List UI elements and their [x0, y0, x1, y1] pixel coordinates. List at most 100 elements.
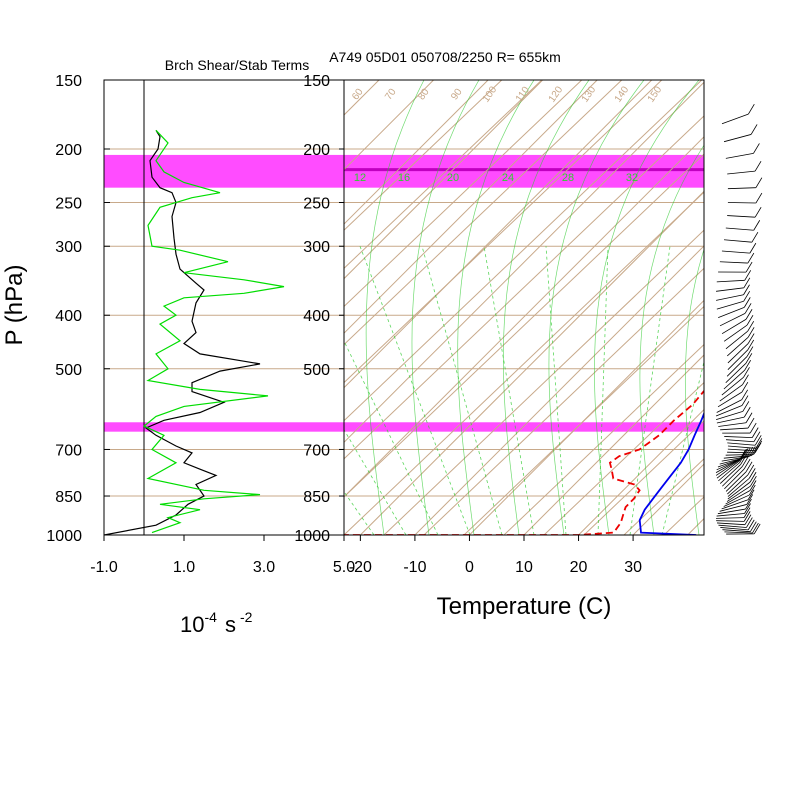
skewt-ytick-label-150: 150	[303, 73, 330, 90]
left-ytick-label-300: 300	[55, 239, 82, 256]
wind-barb	[716, 287, 744, 292]
skewt-ytick-label-1000: 1000	[294, 528, 330, 545]
wind-barb-flag	[754, 206, 762, 218]
wind-barb	[725, 490, 751, 505]
dry-adiabat	[423, 267, 704, 535]
wind-barb	[716, 522, 745, 526]
skewt-xtick-label: 30	[624, 559, 642, 576]
dry-adiabat	[623, 458, 704, 535]
isotherm	[360, 190, 704, 535]
wind-barb	[719, 464, 741, 484]
isotherm-label-90: 90	[449, 86, 465, 102]
skewt-xtick-label: 20	[570, 559, 588, 576]
moist-adiabat	[411, 80, 480, 535]
wind-barb-flag	[738, 450, 746, 462]
wind-barb-flag	[754, 442, 762, 454]
wind-barb-flag	[746, 494, 754, 505]
wind-barb-flag	[747, 327, 755, 338]
dry-adiabat	[344, 80, 543, 270]
wind-barb	[716, 410, 744, 420]
wind-barb-flag	[753, 220, 761, 231]
wind-barb-flag	[746, 314, 754, 326]
wind-barb	[723, 494, 750, 507]
wind-barb-flag	[745, 261, 753, 273]
wind-barb-flag	[747, 339, 755, 351]
wind-barb	[727, 451, 756, 454]
skewt-ytick-label-200: 200	[303, 142, 330, 159]
isotherm	[742, 80, 800, 535]
wind-barb-flag	[744, 303, 752, 314]
left-highlight-band-1	[104, 422, 344, 432]
isotherm	[469, 299, 704, 535]
wind-barb	[724, 436, 753, 439]
left-panel-title: Brch Shear/Stab Terms	[165, 57, 309, 73]
dry-adiabat	[344, 80, 663, 384]
moist-adiabat	[548, 80, 645, 535]
left-xtick-label: -1.0	[90, 559, 118, 576]
wind-barb	[726, 485, 751, 502]
wind-barbs	[715, 103, 763, 535]
wind-barb-flag	[745, 353, 753, 364]
wind-barb	[715, 459, 740, 476]
moist-adiabat	[639, 144, 704, 535]
skewt-xtick-label: -10	[403, 559, 426, 576]
skewt-ytick-label-700: 700	[303, 442, 330, 459]
dry-adiabat	[344, 80, 703, 422]
wind-barb-flag	[743, 277, 751, 289]
wind-barb-flag	[753, 431, 761, 442]
wind-barb	[720, 427, 749, 431]
wind-barb	[716, 300, 744, 310]
wind-barb-flag	[747, 417, 755, 429]
wind-barb	[727, 474, 749, 495]
isotherm	[344, 81, 704, 443]
wind-barb	[725, 363, 747, 384]
wind-barb-flag	[747, 519, 755, 531]
mixing-ratio-label-20: 20	[447, 172, 459, 184]
skewt-xtick-label: 0	[465, 559, 474, 576]
wind-barb	[727, 170, 756, 175]
wind-barb-flag	[749, 242, 757, 254]
wind-barb-flag	[754, 435, 762, 446]
isotherm-label-100: 100	[481, 84, 500, 104]
skewt-xtick-label: 10	[515, 559, 533, 576]
wind-barb-flag	[749, 422, 757, 434]
wind-barb-flag	[739, 452, 746, 463]
wind-barb	[727, 202, 756, 204]
wind-barb	[727, 343, 749, 364]
wind-barb	[719, 261, 748, 264]
wind-barb	[723, 239, 752, 243]
wind-barb-flag	[753, 523, 761, 535]
mixing-ratio-line	[483, 246, 535, 535]
wind-barb	[715, 458, 741, 473]
wind-barb-flag	[749, 521, 757, 532]
wind-barb	[719, 312, 746, 327]
wind-barb	[716, 399, 742, 413]
left-highlight-band-0	[104, 154, 344, 188]
isotherm	[0, 80, 270, 535]
wind-barb	[727, 215, 756, 218]
wind-barb-flag	[744, 514, 752, 525]
left-ytick-label-700: 700	[55, 442, 82, 459]
wind-barb	[725, 330, 748, 350]
wind-barb-flag	[745, 461, 753, 473]
dry-adiabat	[344, 153, 704, 498]
wind-barb-flag	[747, 464, 755, 476]
moist-adiabat	[684, 248, 704, 535]
wind-barb	[716, 294, 744, 301]
wind-barb-flag	[741, 381, 749, 393]
mixing-ratio-label-16: 16	[398, 172, 410, 184]
wind-barb	[716, 520, 745, 522]
wind-barb-flag	[745, 309, 753, 320]
wind-barb	[721, 377, 744, 396]
wind-barb-flag	[750, 124, 758, 135]
wind-barb	[717, 508, 746, 515]
left-ytick-label-200: 200	[55, 142, 82, 159]
wind-barb-flag	[741, 389, 749, 400]
skewt-highlight-band-1	[344, 422, 704, 432]
skewt-ytick-label-400: 400	[303, 308, 330, 325]
wind-barb-flag	[749, 480, 757, 491]
wind-barb	[718, 307, 745, 318]
isotherm	[414, 245, 704, 535]
